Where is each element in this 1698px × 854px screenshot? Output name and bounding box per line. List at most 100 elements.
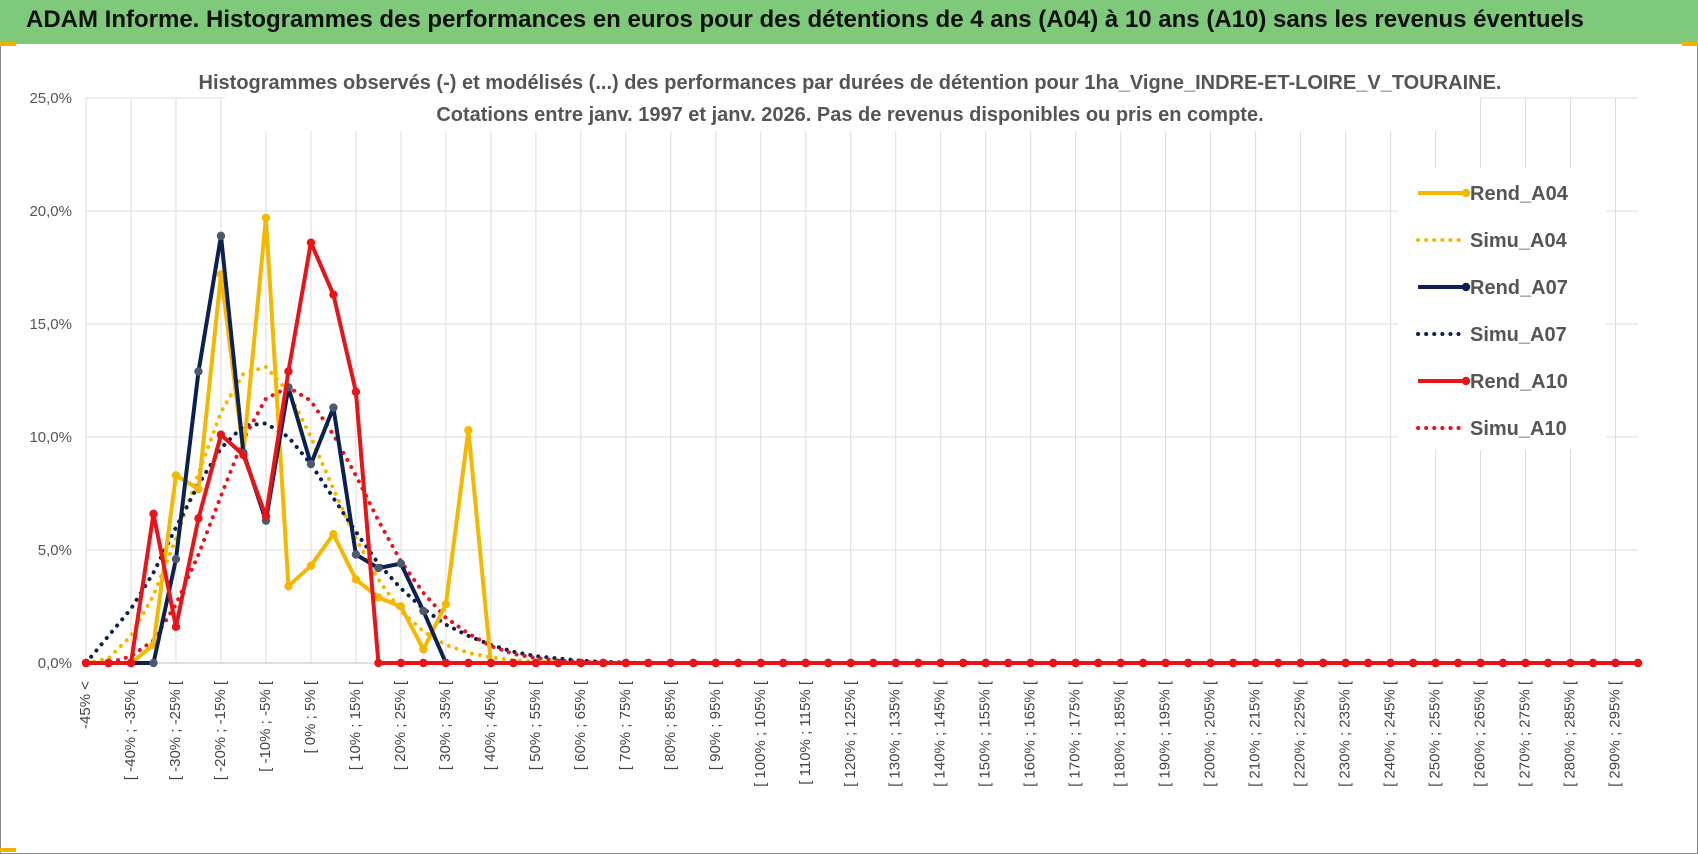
y-tick-label: 10,0%	[29, 429, 72, 446]
legend-label: Rend_A04	[1470, 183, 1569, 205]
legend-label: Simu_A10	[1470, 418, 1567, 440]
data-point	[824, 658, 833, 668]
data-point	[1363, 658, 1373, 668]
data-point	[1026, 658, 1035, 668]
x-tick-label: [ 140% ; 145% [	[932, 680, 949, 787]
series-line-Simu_A07	[84, 421, 1640, 665]
data-point	[261, 511, 271, 521]
data-point	[1588, 658, 1598, 668]
data-point	[846, 658, 855, 668]
corner-marker	[0, 42, 16, 46]
data-point	[329, 529, 338, 539]
x-tick-label: [ 260% ; 265% [	[1472, 680, 1489, 787]
y-tick-label: 15,0%	[29, 316, 72, 333]
legend-label: Rend_A07	[1470, 277, 1568, 299]
x-tick-label: [ 110% ; 115% [	[797, 680, 814, 785]
data-point	[1521, 658, 1530, 668]
y-tick-label: 25,0%	[29, 90, 72, 107]
legend-label: Rend_A10	[1470, 371, 1568, 393]
data-point	[1566, 658, 1575, 668]
data-point	[419, 645, 428, 654]
x-tick-label: [ 170% ; 175% [	[1067, 680, 1084, 787]
legend-marker	[1461, 376, 1471, 386]
data-point	[801, 658, 810, 668]
data-point	[441, 658, 451, 668]
data-point	[194, 514, 203, 523]
header-banner: ADAM Informe. Histogrammes des performan…	[0, 0, 1698, 44]
data-point	[216, 430, 226, 439]
legend-background	[1398, 168, 1606, 450]
x-tick-label: [ 20% ; 25% [	[392, 680, 409, 770]
data-point	[306, 459, 316, 469]
legend: Rend_A04 Simu_A04 Rend_A07 Simu_A07 Rend_A10…	[1398, 168, 1606, 450]
data-point	[149, 658, 158, 668]
chart-titles: Histogrammes observés (-) et modélisés (…	[199, 65, 1502, 131]
data-point	[1543, 658, 1553, 668]
data-point	[644, 658, 653, 668]
legend-marker	[1461, 188, 1471, 198]
data-point	[441, 600, 451, 609]
y-tick-label: 5,0%	[38, 542, 72, 559]
data-point	[351, 575, 361, 584]
x-tick-label: [ 40% ; 45% [	[482, 680, 499, 770]
data-point	[1004, 658, 1013, 668]
x-tick-label: [ 50% ; 55% [	[527, 680, 544, 770]
data-point	[1093, 658, 1103, 668]
data-point	[419, 658, 428, 668]
data-point	[81, 658, 91, 668]
x-tick-label: [ 280% ; 285% [	[1562, 680, 1579, 787]
data-point	[1633, 658, 1643, 668]
data-point	[959, 658, 968, 668]
x-tick-label: [ 60% ; 65% [	[572, 680, 589, 770]
data-point	[329, 403, 338, 412]
data-point	[104, 658, 113, 668]
series-line-Rend_A10	[86, 240, 1638, 665]
x-axis-ticks: -45% < [ -40% ; -35% [[ -30% ; -25% [[ -2…	[77, 680, 1624, 787]
x-tick-label: [ 270% ; 275% [	[1517, 680, 1534, 787]
chart-subtitle: Cotations entre janv. 1997 et janv. 2026…	[436, 104, 1263, 126]
data-point	[1611, 658, 1620, 668]
data-point	[1071, 658, 1080, 668]
x-tick-label: [ -40% ; -35% [	[122, 680, 139, 780]
data-point	[171, 554, 181, 564]
x-tick-label: [ 230% ; 235% [	[1337, 680, 1354, 787]
y-tick-label: 20,0%	[29, 203, 72, 220]
x-tick-label: [ 80% ; 85% [	[662, 680, 679, 770]
data-point	[891, 658, 900, 668]
data-point	[171, 471, 181, 480]
x-tick-label: [ 180% ; 185% [	[1112, 680, 1129, 787]
data-point	[374, 658, 383, 668]
data-point	[419, 606, 428, 616]
data-point	[1273, 658, 1283, 668]
x-tick-label: [ 120% ; 125% [	[842, 680, 859, 787]
data-point	[1341, 658, 1350, 668]
data-point	[396, 559, 406, 568]
data-point	[126, 658, 136, 668]
data-point	[1138, 658, 1148, 668]
x-tick-label: [ -20% ; -15% [	[212, 680, 229, 780]
data-point	[464, 658, 473, 668]
data-point	[374, 593, 383, 602]
data-point	[621, 658, 631, 668]
x-tick-label: [ 90% ; 95% [	[707, 680, 724, 770]
data-point	[734, 658, 743, 668]
x-tick-label: [ -30% ; -25% [	[167, 680, 184, 780]
legend-label: Simu_A07	[1470, 324, 1567, 346]
x-tick-label: [ 160% ; 165% [	[1022, 680, 1039, 787]
data-point	[1228, 658, 1238, 668]
data-point	[509, 658, 518, 668]
x-tick-label: [ 150% ; 155% [	[977, 680, 994, 787]
data-point	[779, 658, 788, 668]
y-tick-label: 0,0%	[38, 655, 72, 672]
chart-title: Histogrammes observés (-) et modélisés (…	[199, 72, 1502, 94]
data-point	[464, 426, 473, 435]
x-tick-label: [ 10% ; 15% [	[347, 680, 364, 770]
data-point	[1116, 658, 1125, 668]
data-point	[576, 658, 586, 668]
data-point	[1048, 658, 1058, 668]
data-point	[396, 602, 406, 611]
data-point	[689, 658, 698, 668]
data-point	[329, 290, 338, 299]
data-point	[306, 238, 316, 247]
